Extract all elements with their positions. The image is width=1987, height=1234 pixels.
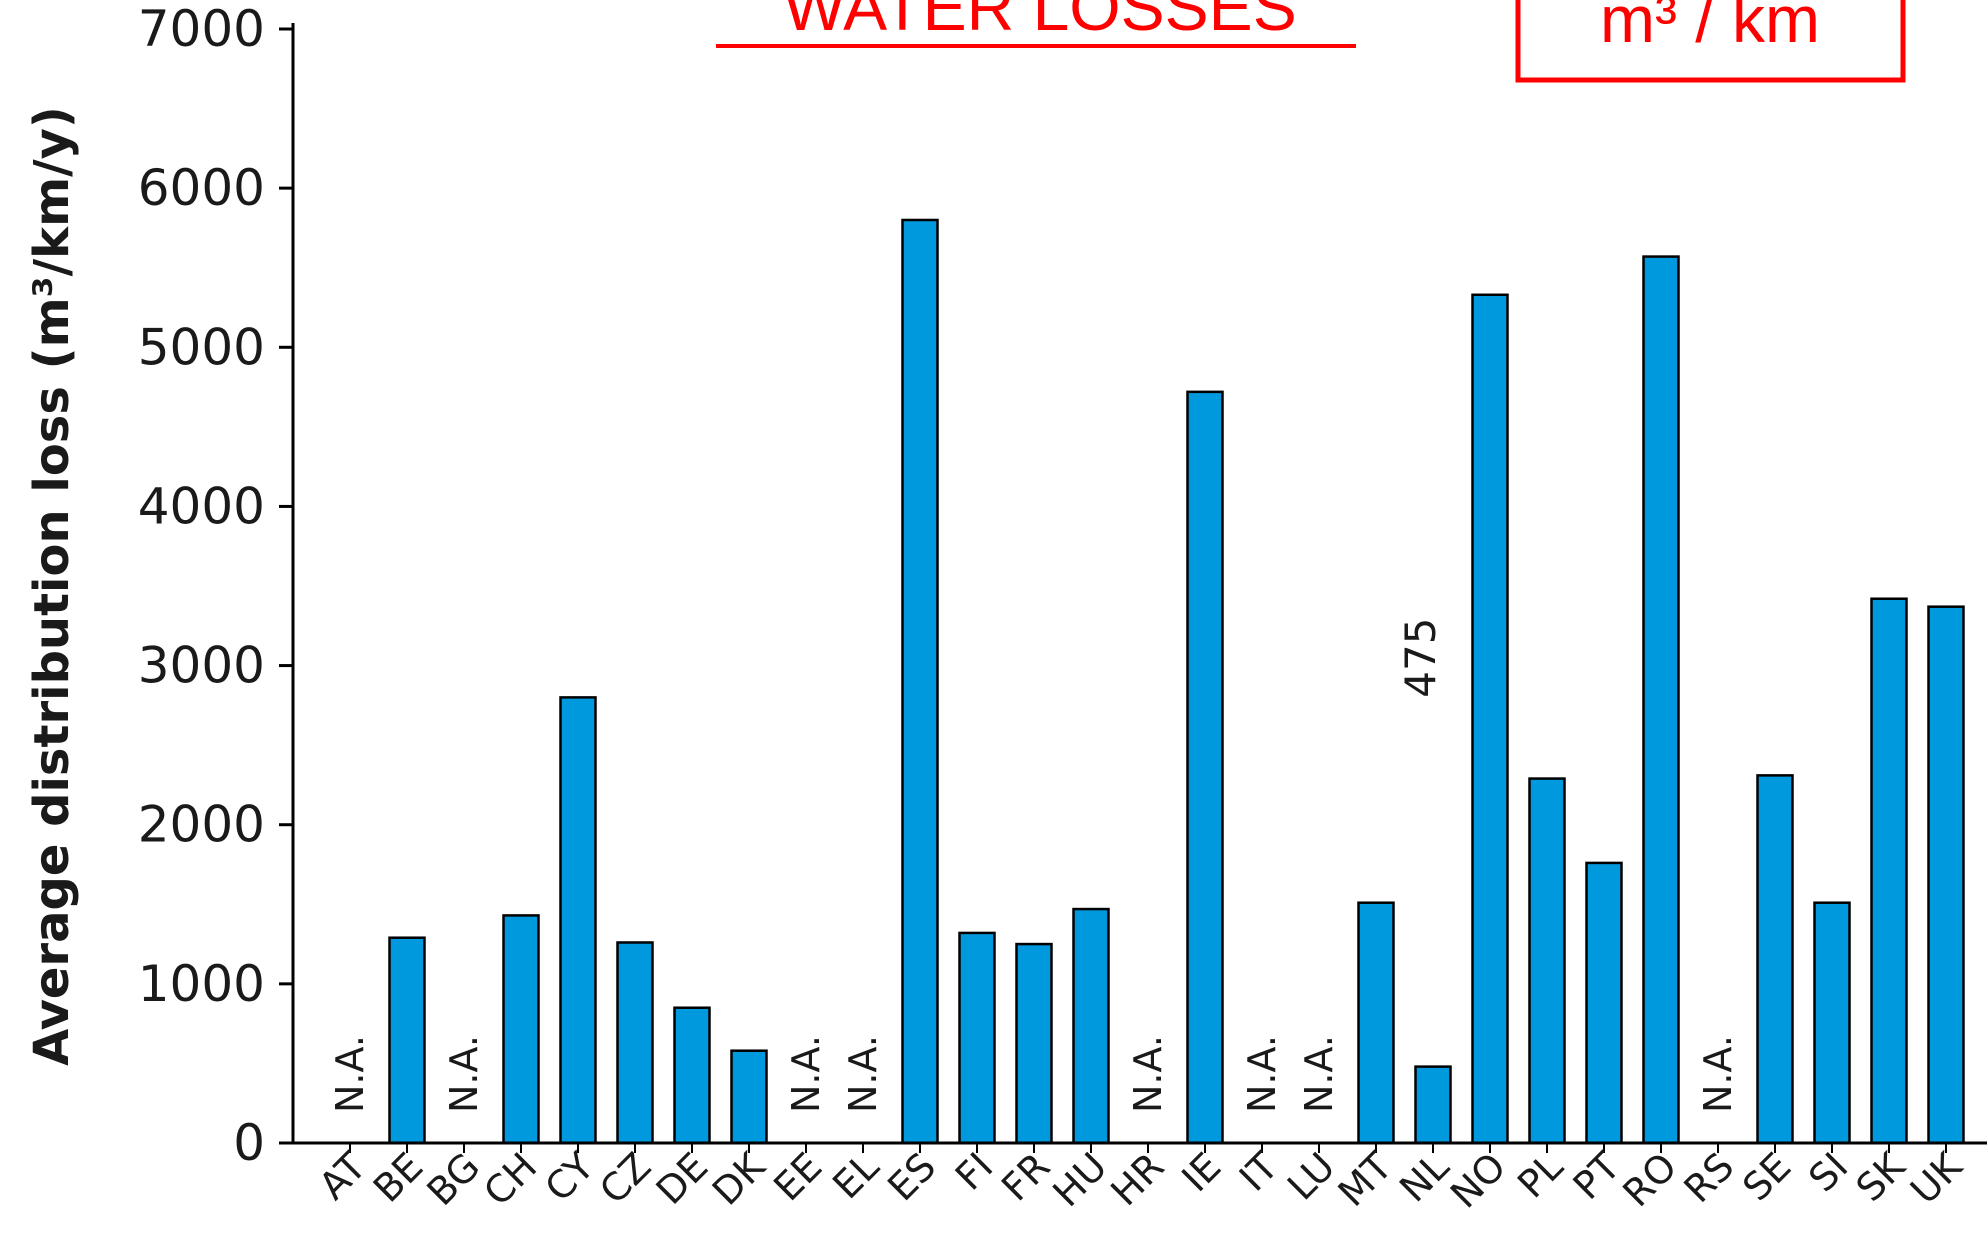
bar: [1870, 597, 1908, 1145]
x-tick-label: DE: [648, 1144, 717, 1213]
chart-title-group: WATER LOSSES m³ / km: [716, 0, 1906, 83]
na-label: N.A.: [784, 1035, 828, 1113]
x-tick-label: EL: [824, 1144, 887, 1207]
bar: [1927, 605, 1965, 1145]
y-tick-label: 4000: [138, 477, 265, 535]
y-axis-title: Average distribution loss (m³/km/y): [24, 106, 80, 1066]
x-tick-label: DK: [704, 1143, 774, 1213]
x-tick-label: CH: [475, 1144, 545, 1214]
x-tick-label: SK: [1848, 1143, 1915, 1210]
bar: [1015, 942, 1053, 1145]
bar: [1072, 907, 1110, 1145]
unit-box: [1515, 0, 1906, 83]
y-tick-label: 2000: [138, 796, 265, 854]
bar: [616, 941, 654, 1145]
bar: [1585, 861, 1623, 1145]
x-tick-label: PL: [1509, 1144, 1571, 1206]
x-tick-label: CZ: [591, 1144, 659, 1212]
na-label: N.A.: [328, 1035, 372, 1113]
na-label: N.A.: [1240, 1035, 1284, 1113]
x-tick-label: EE: [765, 1144, 830, 1209]
y-tick-label: 5000: [138, 318, 265, 376]
x-tick-label: IT: [1231, 1144, 1287, 1200]
data-label: 475: [1396, 618, 1445, 698]
x-tick-label: RS: [1676, 1144, 1743, 1211]
x-tick-label: CY: [537, 1144, 603, 1210]
x-tick-label: NO: [1442, 1144, 1514, 1216]
y-tick-label: 7000: [138, 0, 265, 58]
y-tick-label: 1000: [138, 955, 265, 1013]
x-tick-label: LU: [1279, 1144, 1343, 1208]
unit-box-label: m³ / km: [1600, 0, 1820, 56]
x-tick-label: IE: [1173, 1144, 1229, 1200]
na-label: N.A.: [841, 1035, 885, 1113]
x-tick-label: BG: [418, 1144, 488, 1214]
bar: [1642, 255, 1680, 1145]
chart-title: WATER LOSSES: [783, 0, 1296, 44]
na-label: N.A.: [1126, 1035, 1170, 1113]
y-tick-label: 0: [233, 1114, 265, 1172]
x-tick-label: SI: [1800, 1144, 1856, 1200]
x-tick-label: ES: [879, 1144, 944, 1209]
na-label: N.A.: [442, 1035, 486, 1113]
bar: [559, 696, 597, 1145]
x-tick-label: FR: [993, 1144, 1058, 1209]
na-label: N.A.: [1696, 1035, 1740, 1113]
bar: [673, 1006, 711, 1145]
x-tick-label: NL: [1391, 1144, 1457, 1210]
bar: [1813, 901, 1851, 1145]
bars-group: N.A. N.A. N.A. N.A. N.A. N.A. N.A. N.A. 475: [328, 218, 1965, 1145]
bar: [1471, 293, 1509, 1145]
bar: [1414, 1065, 1452, 1145]
x-tick-label: BE: [365, 1144, 432, 1211]
bar: [1528, 777, 1566, 1145]
na-label: N.A.: [1297, 1035, 1341, 1113]
x-tick-label: PT: [1565, 1144, 1629, 1208]
y-axis: 0 1000 2000 3000 4000 5000 6000 7000 Average dis…: [24, 0, 295, 1172]
y-tick-label: 6000: [138, 159, 265, 217]
x-tick-label: AT: [311, 1144, 375, 1208]
bar: [388, 936, 426, 1145]
bar: [502, 914, 540, 1145]
x-tick-label: UK: [1902, 1143, 1971, 1212]
title-underline: [716, 44, 1356, 48]
y-tick-label: 3000: [138, 637, 265, 695]
bar: [901, 218, 939, 1145]
bar: [958, 931, 996, 1145]
x-tick-label: SE: [1734, 1144, 1799, 1209]
x-tick-label: FI: [947, 1144, 1002, 1199]
bar: [1756, 774, 1794, 1145]
bar: [730, 1049, 768, 1145]
x-tick-label: HR: [1102, 1144, 1172, 1214]
bar: [1186, 390, 1224, 1145]
bar: [1357, 901, 1395, 1145]
